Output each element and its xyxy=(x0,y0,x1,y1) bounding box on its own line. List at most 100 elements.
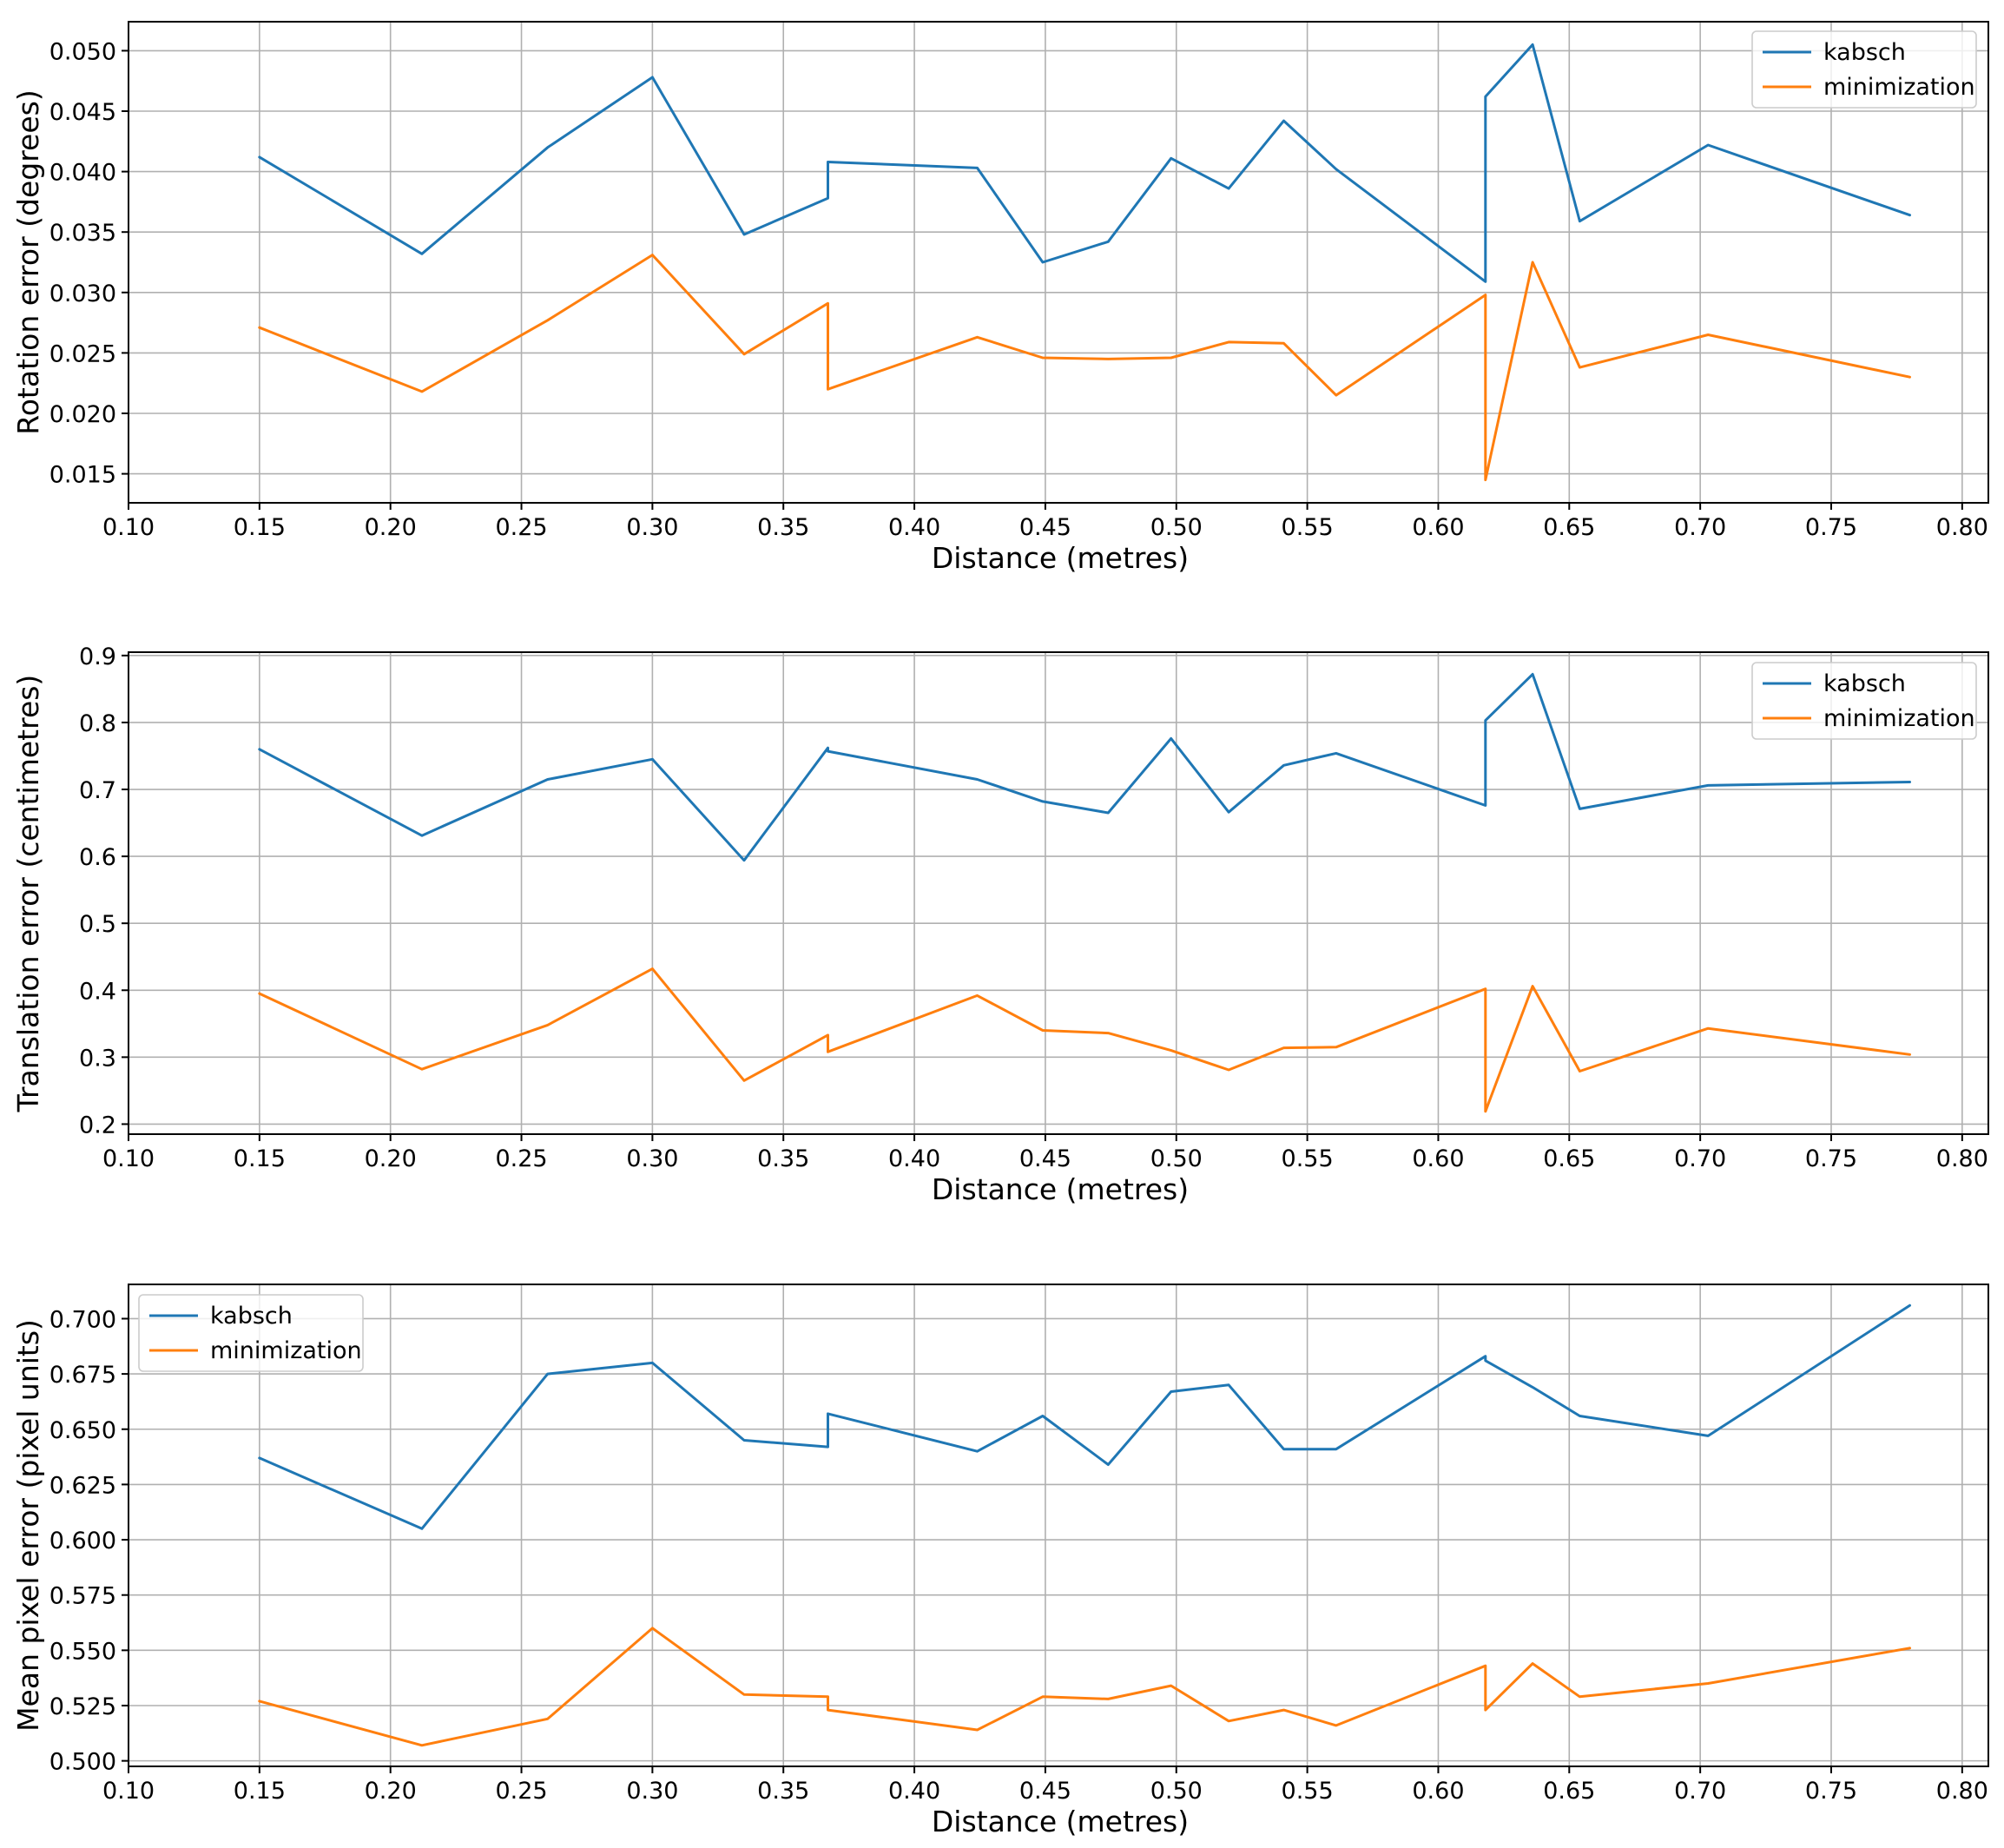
plot-frame xyxy=(128,651,1989,1135)
x-tick-label: 0.65 xyxy=(1543,1145,1595,1172)
y-tick-label: 0.2 xyxy=(79,1112,116,1138)
x-tick-label: 0.25 xyxy=(495,1145,547,1172)
x-tick-label: 0.50 xyxy=(1150,1145,1203,1172)
y-axis-label: Mean pixel error (pixel units) xyxy=(11,1319,45,1732)
legend: kabsch minimization xyxy=(138,1294,364,1372)
x-tick-label: 0.30 xyxy=(626,1145,678,1172)
x-axis-label: Distance (metres) xyxy=(932,541,1189,575)
x-tick-label: 0.35 xyxy=(757,514,809,541)
legend-frame xyxy=(138,1294,364,1372)
chart-panel-2: 0.10 0.15 0.20 0.25 0.30 0.35 0.40 0.45 0.50 0.55… xyxy=(11,644,1989,1206)
series-line-minimization xyxy=(258,254,1911,482)
legend-frame xyxy=(1751,662,1977,740)
series-line-minimization xyxy=(258,1627,1911,1747)
x-tick-label: 0.55 xyxy=(1282,1778,1334,1805)
x-tick-label: 0.80 xyxy=(1936,514,1988,541)
x-tick-label: 0.10 xyxy=(102,1778,155,1805)
x-tick-label: 0.60 xyxy=(1412,1145,1464,1172)
x-tick-label: 0.15 xyxy=(234,514,286,541)
x-tick-label: 0.30 xyxy=(626,1778,678,1805)
x-tick-label: 0.55 xyxy=(1282,1145,1334,1172)
legend-label-kabsch: kabsch xyxy=(1823,670,1906,697)
y-axis-label: Translation error (centimetres) xyxy=(11,675,45,1113)
y-tick-label: 0.020 xyxy=(49,401,116,428)
y-tick-label: 0.500 xyxy=(49,1749,116,1776)
legend-label-kabsch: kabsch xyxy=(1823,39,1906,66)
x-tick-label: 0.20 xyxy=(365,1145,417,1172)
y-tick-label: 0.4 xyxy=(79,978,116,1005)
x-tick-label: 0.10 xyxy=(102,1145,155,1172)
x-tick-label: 0.45 xyxy=(1019,1145,1071,1172)
plot-frame xyxy=(128,21,1989,504)
x-tick-label: 0.15 xyxy=(234,1145,286,1172)
x-tick-label: 0.70 xyxy=(1674,1778,1726,1805)
series-line-kabsch xyxy=(258,43,1911,283)
legend-frame xyxy=(1751,30,1977,109)
x-tick-label: 0.75 xyxy=(1805,1778,1857,1805)
legend: kabsch minimization xyxy=(1751,662,1977,740)
x-tick-label: 0.60 xyxy=(1412,1778,1464,1805)
x-tick-label: 0.15 xyxy=(234,1778,286,1805)
y-tick-label: 0.625 xyxy=(49,1472,116,1499)
y-tick-label: 0.050 xyxy=(49,38,116,65)
legend-label-minimization: minimization xyxy=(1823,74,1975,101)
x-tick-label: 0.35 xyxy=(757,1778,809,1805)
x-tick-label: 0.20 xyxy=(365,1778,417,1805)
y-tick-label: 0.8 xyxy=(79,710,116,737)
x-axis-label: Distance (metres) xyxy=(932,1805,1189,1838)
y-axis-label: Rotation error (degrees) xyxy=(11,89,45,434)
y-tick-label: 0.5 xyxy=(79,911,116,938)
x-tick-label: 0.55 xyxy=(1282,514,1334,541)
x-tick-label: 0.35 xyxy=(757,1145,809,1172)
y-tick-label: 0.025 xyxy=(49,340,116,367)
y-tick-label: 0.040 xyxy=(49,160,116,187)
chart-panel-1: 0.10 0.15 0.20 0.25 0.30 0.35 0.40 0.45 0.50 0.55… xyxy=(11,21,1989,575)
x-tick-label: 0.75 xyxy=(1805,1145,1857,1172)
x-tick-label: 0.65 xyxy=(1543,514,1595,541)
x-tick-label: 0.65 xyxy=(1543,1778,1595,1805)
series-line-minimization xyxy=(258,967,1911,1113)
x-tick-label: 0.70 xyxy=(1674,514,1726,541)
y-tick-label: 0.675 xyxy=(49,1362,116,1389)
y-tick-label: 0.045 xyxy=(49,99,116,126)
x-tick-label: 0.10 xyxy=(102,514,155,541)
y-tick-label: 0.035 xyxy=(49,220,116,247)
x-axis-label: Distance (metres) xyxy=(932,1172,1189,1206)
y-tick-label: 0.575 xyxy=(49,1583,116,1610)
x-tick-label: 0.40 xyxy=(888,514,940,541)
chart-panel-3: 0.10 0.15 0.20 0.25 0.30 0.35 0.40 0.45 0.50 0.55… xyxy=(11,1284,1989,1838)
x-tick-label: 0.40 xyxy=(888,1145,940,1172)
y-tick-label: 0.650 xyxy=(49,1417,116,1444)
x-tick-label: 0.25 xyxy=(495,514,547,541)
x-tick-label: 0.75 xyxy=(1805,514,1857,541)
y-tick-label: 0.600 xyxy=(49,1528,116,1554)
x-tick-label: 0.25 xyxy=(495,1778,547,1805)
y-tick-label: 0.700 xyxy=(49,1306,116,1333)
x-tick-label: 0.70 xyxy=(1674,1145,1726,1172)
x-tick-label: 0.30 xyxy=(626,514,678,541)
legend: kabsch minimization xyxy=(1751,30,1977,109)
y-tick-label: 0.015 xyxy=(49,462,116,489)
y-tick-label: 0.030 xyxy=(49,280,116,307)
plot-frame xyxy=(128,1284,1989,1767)
x-tick-label: 0.80 xyxy=(1936,1778,1988,1805)
y-tick-label: 0.6 xyxy=(79,844,116,871)
x-tick-label: 0.40 xyxy=(888,1778,940,1805)
series-line-kabsch xyxy=(258,1304,1911,1530)
legend-label-minimization: minimization xyxy=(1823,705,1975,732)
x-tick-label: 0.80 xyxy=(1936,1145,1988,1172)
legend-label-kabsch: kabsch xyxy=(210,1303,293,1330)
x-tick-label: 0.20 xyxy=(365,514,417,541)
series-line-kabsch xyxy=(258,672,1911,862)
legend-label-minimization: minimization xyxy=(210,1337,362,1364)
y-tick-label: 0.9 xyxy=(79,644,116,670)
y-tick-label: 0.3 xyxy=(79,1045,116,1072)
y-tick-label: 0.7 xyxy=(79,777,116,804)
y-tick-label: 0.550 xyxy=(49,1638,116,1665)
x-tick-label: 0.45 xyxy=(1019,1778,1071,1805)
y-tick-label: 0.525 xyxy=(49,1693,116,1720)
x-tick-label: 0.45 xyxy=(1019,514,1071,541)
x-tick-label: 0.50 xyxy=(1150,1778,1203,1805)
x-tick-label: 0.50 xyxy=(1150,514,1203,541)
